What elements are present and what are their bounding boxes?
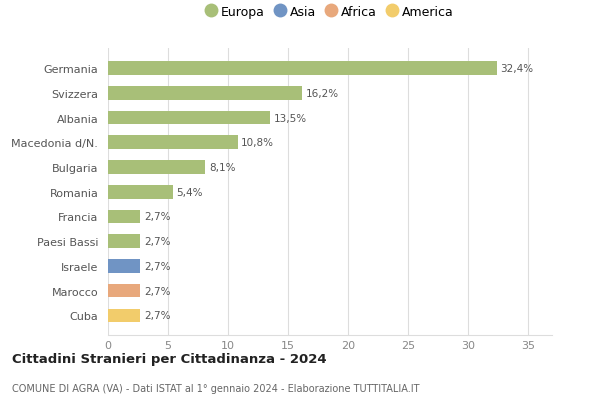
Bar xyxy=(108,210,140,224)
Text: 32,4%: 32,4% xyxy=(500,64,533,74)
Text: 8,1%: 8,1% xyxy=(209,162,235,173)
Bar xyxy=(108,235,140,248)
Text: 10,8%: 10,8% xyxy=(241,138,274,148)
Bar xyxy=(108,111,270,125)
Text: 2,7%: 2,7% xyxy=(144,310,170,321)
Bar xyxy=(108,161,205,174)
Bar xyxy=(108,136,238,150)
Text: 2,7%: 2,7% xyxy=(144,261,170,271)
Text: Cittadini Stranieri per Cittadinanza - 2024: Cittadini Stranieri per Cittadinanza - 2… xyxy=(12,352,326,365)
Text: 2,7%: 2,7% xyxy=(144,212,170,222)
Text: 5,4%: 5,4% xyxy=(176,187,203,197)
Text: 2,7%: 2,7% xyxy=(144,236,170,247)
Bar xyxy=(108,259,140,273)
Bar xyxy=(108,87,302,100)
Bar xyxy=(108,185,173,199)
Bar xyxy=(108,62,497,76)
Legend: Europa, Asia, Africa, America: Europa, Asia, Africa, America xyxy=(203,4,457,22)
Bar xyxy=(108,309,140,322)
Text: 2,7%: 2,7% xyxy=(144,286,170,296)
Text: COMUNE DI AGRA (VA) - Dati ISTAT al 1° gennaio 2024 - Elaborazione TUTTITALIA.IT: COMUNE DI AGRA (VA) - Dati ISTAT al 1° g… xyxy=(12,382,419,393)
Bar xyxy=(108,284,140,298)
Text: 13,5%: 13,5% xyxy=(274,113,307,123)
Text: 16,2%: 16,2% xyxy=(306,89,339,99)
